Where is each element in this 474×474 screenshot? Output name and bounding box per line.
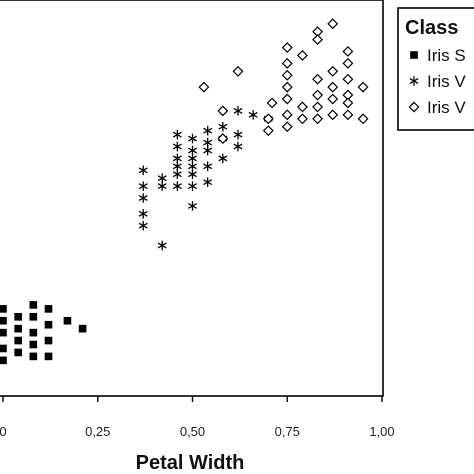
point-diamond bbox=[296, 49, 308, 61]
point-asterisk bbox=[218, 121, 228, 132]
point-asterisk bbox=[138, 220, 148, 231]
x-tick-label: 0,25 bbox=[85, 424, 110, 439]
x-axis-title: Petal Width bbox=[136, 452, 245, 474]
point-square bbox=[29, 340, 38, 349]
point-square bbox=[0, 305, 7, 313]
point-square bbox=[44, 305, 53, 313]
point-square bbox=[14, 348, 22, 357]
point-square bbox=[14, 324, 22, 333]
point-diamond bbox=[342, 46, 354, 57]
point-diamond bbox=[357, 81, 369, 93]
x-tick-label: 0 bbox=[0, 424, 7, 439]
legend-label: Iris V bbox=[427, 98, 466, 117]
point-diamond bbox=[281, 81, 293, 93]
point-asterisk bbox=[188, 181, 197, 191]
point-square bbox=[0, 328, 7, 337]
point-asterisk bbox=[233, 129, 243, 140]
point-asterisk bbox=[248, 110, 258, 120]
point-diamond bbox=[281, 93, 293, 105]
point-asterisk bbox=[138, 181, 148, 191]
point-asterisk bbox=[138, 209, 148, 219]
point-diamond bbox=[342, 109, 354, 121]
x-axis-ticks: 0 0,25 0,50 0,75 1,00 bbox=[0, 396, 395, 439]
point-square bbox=[0, 316, 7, 325]
data-points bbox=[0, 18, 369, 365]
point-square bbox=[0, 356, 7, 365]
point-diamond bbox=[232, 65, 244, 77]
legend-title: Class bbox=[405, 17, 458, 39]
legend-marker-diamond bbox=[408, 101, 420, 113]
point-square bbox=[0, 344, 7, 353]
point-square bbox=[14, 313, 22, 321]
point-asterisk bbox=[157, 181, 167, 191]
point-square bbox=[44, 352, 53, 361]
legend-label: Iris S bbox=[427, 46, 466, 65]
point-square bbox=[14, 336, 22, 345]
point-asterisk bbox=[188, 169, 197, 180]
point-asterisk bbox=[203, 145, 213, 156]
legend-box bbox=[397, 7, 474, 131]
plot-frame bbox=[0, 0, 384, 397]
x-tick-label: 0,75 bbox=[275, 424, 300, 439]
point-diamond bbox=[296, 113, 308, 125]
point-diamond bbox=[327, 93, 339, 105]
point-asterisk bbox=[203, 177, 213, 187]
point-square bbox=[29, 313, 38, 321]
point-asterisk bbox=[203, 161, 213, 172]
point-asterisk bbox=[188, 133, 197, 144]
legend: Class Iris S Iris V Iris V bbox=[397, 7, 474, 131]
point-diamond bbox=[281, 109, 293, 121]
legend-marker-asterisk bbox=[409, 76, 419, 86]
legend-entries: Iris S Iris V Iris V bbox=[408, 46, 466, 117]
point-asterisk bbox=[172, 141, 182, 152]
point-diamond bbox=[296, 101, 308, 113]
point-diamond bbox=[217, 105, 229, 117]
point-square bbox=[29, 328, 38, 337]
point-diamond bbox=[281, 42, 293, 53]
point-diamond bbox=[281, 57, 293, 69]
point-square bbox=[44, 336, 53, 345]
legend-label: Iris V bbox=[427, 72, 466, 91]
point-asterisk bbox=[172, 181, 182, 191]
point-diamond bbox=[198, 81, 210, 93]
point-diamond bbox=[357, 113, 369, 125]
point-diamond bbox=[342, 97, 354, 109]
point-square bbox=[44, 320, 53, 329]
point-diamond bbox=[281, 69, 293, 81]
x-tick-label: 0,50 bbox=[180, 424, 205, 439]
point-diamond bbox=[262, 113, 274, 125]
point-square bbox=[29, 301, 38, 309]
point-asterisk bbox=[218, 153, 228, 164]
point-asterisk bbox=[157, 240, 167, 251]
point-diamond bbox=[327, 18, 339, 30]
point-diamond bbox=[312, 89, 324, 101]
point-asterisk bbox=[172, 169, 182, 180]
point-diamond bbox=[312, 73, 324, 85]
point-diamond bbox=[342, 57, 354, 69]
point-asterisk bbox=[233, 106, 243, 116]
x-tick-label: 1,00 bbox=[369, 424, 394, 439]
point-square bbox=[63, 316, 72, 325]
point-square bbox=[29, 352, 38, 361]
point-diamond bbox=[327, 65, 339, 77]
point-diamond bbox=[266, 97, 278, 109]
point-asterisk bbox=[138, 193, 148, 203]
point-diamond bbox=[327, 81, 339, 93]
point-asterisk bbox=[203, 125, 213, 136]
point-diamond bbox=[312, 34, 324, 46]
point-diamond bbox=[312, 113, 324, 125]
point-diamond bbox=[312, 101, 324, 113]
point-diamond bbox=[262, 125, 274, 137]
point-asterisk bbox=[172, 129, 182, 140]
point-asterisk bbox=[138, 165, 148, 176]
point-square bbox=[78, 324, 87, 333]
point-diamond bbox=[342, 73, 354, 85]
point-asterisk bbox=[188, 201, 197, 211]
point-diamond bbox=[327, 109, 339, 121]
point-diamond bbox=[217, 133, 229, 145]
legend-marker-square bbox=[410, 51, 418, 59]
point-asterisk bbox=[233, 141, 243, 152]
point-diamond bbox=[281, 121, 293, 133]
